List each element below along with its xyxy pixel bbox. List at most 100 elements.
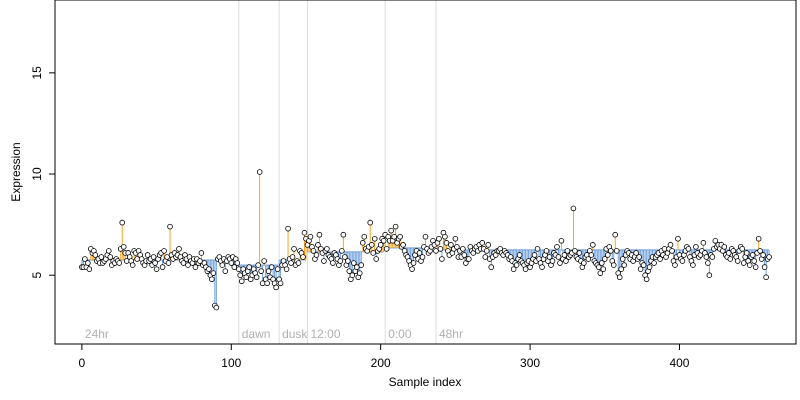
data-point <box>116 260 123 266</box>
data-point <box>82 256 88 262</box>
data-point <box>129 262 136 268</box>
data-point <box>153 266 160 272</box>
data-point <box>607 248 614 254</box>
data-point <box>161 248 167 254</box>
data-point <box>690 262 696 268</box>
data-point <box>285 225 291 232</box>
data-point <box>416 250 423 256</box>
region-label: 48hr <box>439 327 463 341</box>
data-point <box>667 242 674 248</box>
data-point <box>657 256 663 262</box>
data-point <box>228 260 235 266</box>
data-point <box>288 260 294 266</box>
data-point <box>636 254 642 260</box>
data-point <box>238 278 245 285</box>
data-point <box>361 233 368 240</box>
data-point <box>557 260 563 266</box>
data-point <box>522 266 529 272</box>
x-tick-label: 100 <box>221 356 241 370</box>
data-point <box>261 258 267 264</box>
data-point <box>409 266 415 272</box>
data-point <box>337 258 344 264</box>
data-point <box>679 258 686 264</box>
data-point <box>353 264 360 270</box>
data-point <box>419 254 426 260</box>
data-point <box>370 250 377 256</box>
region-label: 12:00 <box>310 327 340 341</box>
data-point <box>167 223 173 230</box>
data-point <box>572 248 578 254</box>
data-point <box>643 276 650 283</box>
x-axis-title: Sample index <box>389 375 462 389</box>
data-point <box>373 256 379 262</box>
data-point <box>144 252 151 258</box>
data-point <box>400 242 406 248</box>
data-point <box>176 246 182 252</box>
data-point <box>460 246 466 252</box>
data-point <box>595 264 602 270</box>
data-points <box>79 169 772 311</box>
data-point <box>283 266 290 272</box>
x-tick-label: 300 <box>520 356 540 370</box>
data-point <box>672 262 678 268</box>
data-point <box>739 246 746 252</box>
data-point <box>601 256 608 262</box>
data-point <box>274 266 281 272</box>
data-point <box>757 248 763 254</box>
data-point <box>120 244 127 250</box>
data-point <box>482 254 489 260</box>
data-point <box>734 258 741 264</box>
y-tick-label: 15 <box>30 66 44 80</box>
data-point <box>604 252 611 258</box>
x-axis: 0 100 200 300 400 <box>79 344 690 370</box>
data-point <box>558 238 565 244</box>
data-point <box>706 272 713 279</box>
data-point <box>461 252 468 258</box>
data-point <box>231 264 238 270</box>
data-point <box>612 231 619 238</box>
data-point <box>300 254 306 260</box>
region-label: dawn <box>242 327 271 341</box>
data-point <box>752 264 759 270</box>
data-point <box>222 268 229 274</box>
data-point <box>755 235 762 242</box>
data-point <box>313 252 320 258</box>
data-point <box>488 264 495 270</box>
data-point <box>563 258 569 264</box>
data-point <box>277 280 284 287</box>
data-point <box>693 244 699 250</box>
data-point <box>539 264 545 270</box>
x-tick-label: 200 <box>371 356 391 370</box>
data-point <box>454 244 460 250</box>
data-point <box>510 266 517 272</box>
data-point <box>185 262 191 268</box>
data-point <box>439 256 445 262</box>
data-point <box>150 254 157 260</box>
data-point <box>105 248 112 254</box>
data-point <box>483 248 490 254</box>
data-point <box>651 260 657 266</box>
data-point <box>330 260 336 266</box>
data-point <box>371 235 378 242</box>
data-point <box>380 238 387 244</box>
deviation-stems <box>81 172 770 308</box>
data-point <box>119 219 126 226</box>
data-point <box>324 246 330 252</box>
data-point <box>442 233 448 240</box>
region-label: dusk <box>282 327 308 341</box>
data-point <box>342 254 348 260</box>
data-point <box>197 258 203 264</box>
data-point <box>600 266 607 272</box>
data-point <box>619 256 626 262</box>
data-point <box>315 242 321 248</box>
data-point <box>359 240 366 246</box>
data-point <box>746 262 753 268</box>
data-point <box>703 254 710 260</box>
data-point <box>383 246 390 252</box>
data-point <box>543 248 550 254</box>
data-point <box>234 260 241 266</box>
data-point <box>633 250 639 256</box>
data-point <box>291 246 297 252</box>
data-point <box>152 260 158 266</box>
data-point <box>86 266 93 272</box>
